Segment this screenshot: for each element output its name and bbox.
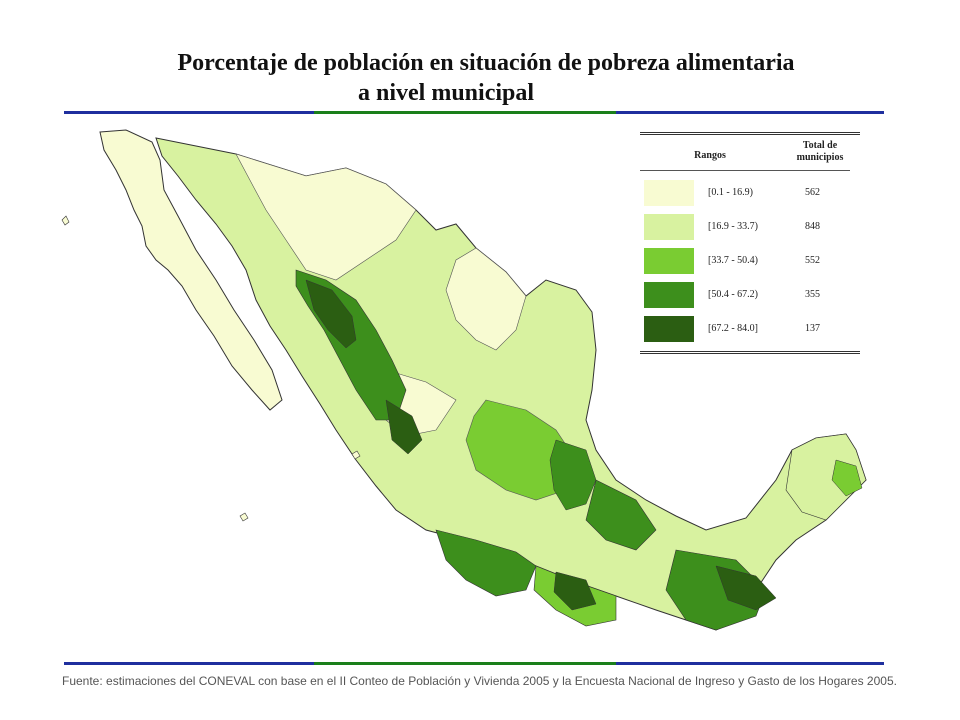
region-central-medium [465, 399, 577, 501]
map-legend: Rangos Total de municipios [0.1 - 16.9) … [640, 132, 860, 354]
legend-count: 137 [805, 323, 820, 334]
legend-range: [50.4 - 67.2) [708, 289, 758, 300]
region-huasteca-dark [549, 439, 597, 511]
legend-header-ranges: Rangos [694, 150, 726, 161]
legend-count: 355 [805, 289, 820, 300]
legend-swatch [644, 214, 694, 240]
legend-row: [50.4 - 67.2) 355 [640, 282, 860, 312]
legend-row: [0.1 - 16.9) 562 [640, 180, 860, 210]
region-oaxaca-dark [553, 571, 597, 611]
region-island [351, 450, 361, 460]
map-title-line1: Porcentaje de población en situación de … [177, 50, 795, 76]
region-yucatan-medium [831, 459, 863, 497]
region-durango-dark [385, 399, 423, 455]
map-title: Porcentaje de población en situación de … [0, 48, 960, 108]
legend-swatch [644, 316, 694, 342]
region-northeast-light [445, 247, 527, 351]
bottom-divider [64, 662, 884, 665]
legend-range: [0.1 - 16.9) [708, 187, 753, 198]
legend-count: 552 [805, 255, 820, 266]
region-island [239, 512, 249, 522]
legend-range: [33.7 - 50.4) [708, 255, 758, 266]
legend-row: [33.7 - 50.4) 552 [640, 248, 860, 278]
top-divider [64, 111, 884, 114]
region-island [61, 215, 70, 226]
region-north-light [235, 153, 417, 281]
legend-header-divider [640, 170, 850, 171]
legend-header-total-line2: municipios [796, 152, 844, 163]
region-guerrero [435, 529, 537, 597]
region-baja-california [99, 129, 283, 411]
region-chiapas-darkest [715, 565, 777, 611]
legend-range: [16.9 - 33.7) [708, 221, 758, 232]
legend-header-total: Total de municipios [790, 140, 850, 164]
map-title-line2: a nivel municipal [358, 80, 535, 106]
legend-count: 848 [805, 221, 820, 232]
source-note: Fuente: estimaciones del CONEVAL con bas… [62, 674, 897, 688]
legend-frame [640, 132, 860, 354]
region-sierra-darkest [305, 279, 357, 349]
region-puebla-veracruz [585, 479, 657, 551]
legend-row: [16.9 - 33.7) 848 [640, 214, 860, 244]
region-chiapas [665, 549, 767, 631]
legend-row: [67.2 - 84.0] 137 [640, 316, 860, 346]
legend-header-total-line1: Total de [802, 140, 838, 151]
legend-swatch [644, 282, 694, 308]
legend-swatch [644, 180, 694, 206]
legend-swatch [644, 248, 694, 274]
legend-count: 562 [805, 187, 820, 198]
mexico-municipal-map [61, 129, 867, 631]
legend-range: [67.2 - 84.0] [708, 323, 758, 334]
